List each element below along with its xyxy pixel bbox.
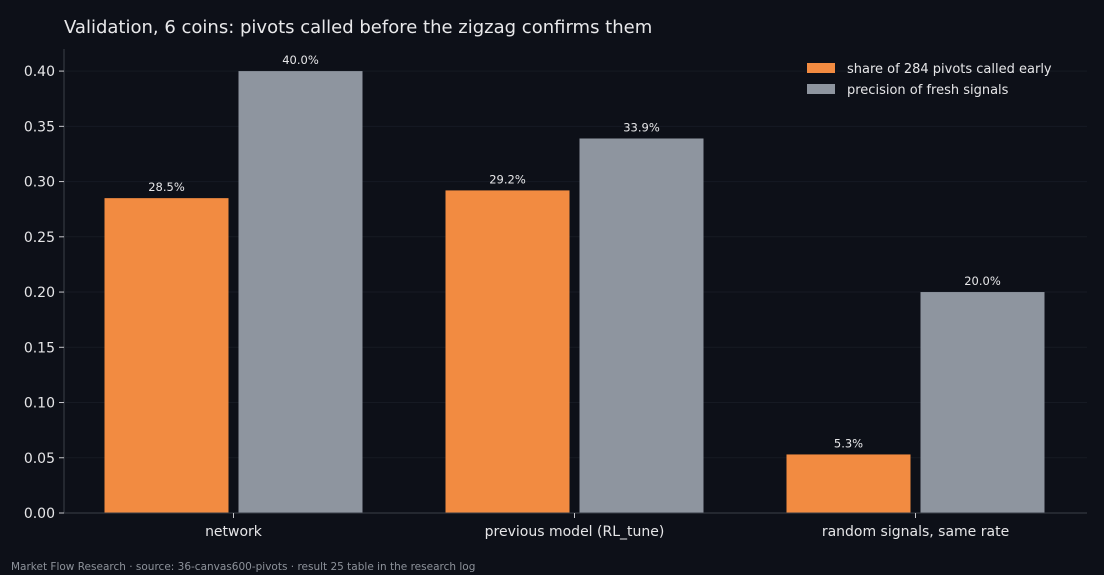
x-tick-label: random signals, same rate: [822, 524, 1009, 540]
data-label: 28.5%: [148, 180, 185, 194]
legend-swatch: [807, 63, 835, 73]
legend-swatch: [807, 84, 835, 94]
data-label: 20.0%: [964, 274, 1001, 288]
legend-label: precision of fresh signals: [847, 83, 1009, 98]
x-tick-label: network: [205, 524, 263, 540]
y-tick-label: 0.05: [24, 451, 55, 467]
bar-precision: [920, 292, 1045, 513]
data-label: 33.9%: [623, 120, 660, 134]
footer-note: Market Flow Research · source: 36-canvas…: [11, 561, 475, 573]
y-tick-label: 0.10: [24, 396, 55, 412]
y-tick-label: 0.15: [24, 340, 55, 356]
y-axis-ticks: 0.00 0.05 0.10 0.15 0.20 0.25 0.30 0.35 0.40: [24, 64, 64, 522]
grid-lines: [64, 70, 1087, 459]
bar-early: [104, 198, 229, 513]
bars: [104, 71, 1045, 513]
y-tick-label: 0.35: [24, 119, 55, 135]
bar-precision: [238, 71, 363, 513]
x-tick-label: previous model (RL_tune): [485, 524, 665, 540]
legend: share of 284 pivots called early precisio…: [807, 62, 1052, 98]
data-labels: 28.5% 40.0% 29.2% 33.9% 5.3% 20.0%: [148, 53, 1001, 450]
data-label: 29.2%: [489, 172, 526, 186]
y-tick-label: 0.30: [24, 175, 55, 191]
legend-label: share of 284 pivots called early: [847, 62, 1052, 77]
bar-early: [445, 190, 570, 513]
y-tick-label: 0.25: [24, 230, 55, 246]
y-tick-label: 0.00: [24, 506, 55, 522]
bar-early: [786, 454, 911, 513]
bar-precision: [579, 138, 704, 513]
data-label: 40.0%: [282, 53, 319, 67]
x-axis-ticks: network previous model (RL_tune) random si…: [205, 513, 1009, 540]
y-tick-label: 0.40: [24, 64, 55, 80]
data-label: 5.3%: [834, 436, 863, 450]
y-tick-label: 0.20: [24, 285, 55, 301]
chart-title: Validation, 6 coins: pivots called befor…: [64, 17, 652, 38]
